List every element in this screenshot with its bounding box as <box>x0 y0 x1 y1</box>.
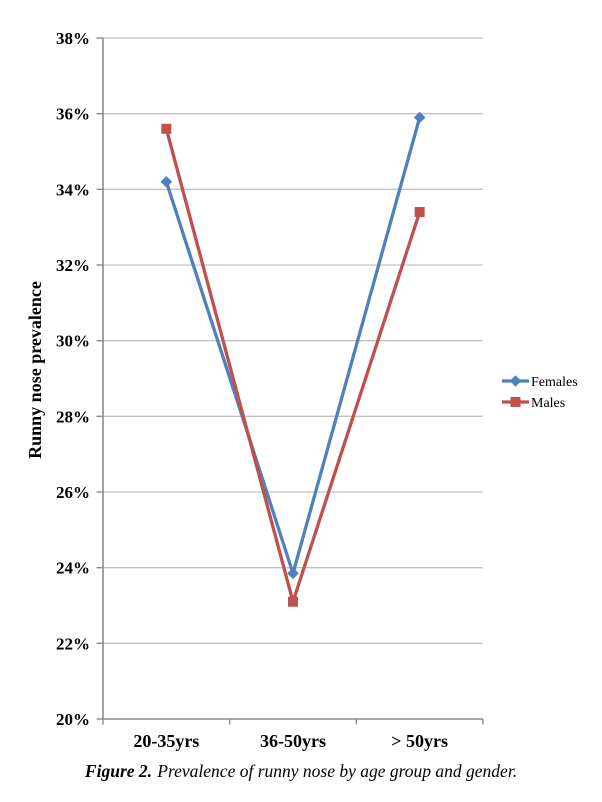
y-tick-label: 22% <box>56 634 90 653</box>
legend-label-males: Males <box>531 396 565 411</box>
legend-label-females: Females <box>531 375 578 390</box>
figure-caption-text: Prevalence of runny nose by age group an… <box>157 761 518 781</box>
figure-caption: Figure 2. Prevalence of runny nose by age… <box>0 758 602 784</box>
data-point-marker-males <box>161 123 172 134</box>
legend-marker-males <box>510 397 521 407</box>
y-tick-label: 20% <box>56 710 90 729</box>
data-point-marker-males <box>288 596 298 607</box>
y-tick-label: 36% <box>56 105 90 124</box>
chart-plot-area: 20% 22% 24% 26% 28% 30% 32% 34% 36% 38% 20-35yrs 36… <box>56 29 578 751</box>
line-chart: 20% 22% 24% 26% 28% 30% 32% 34% 36% 38% 20-35yrs 36… <box>25 29 578 751</box>
y-axis-title: Runny nose prevalence <box>25 281 45 459</box>
x-category-label: 20-35yrs <box>133 731 199 751</box>
series-line-females <box>164 115 422 575</box>
data-point-marker-females <box>413 111 426 124</box>
y-tick-label: 38% <box>56 29 90 48</box>
data-point-marker-females <box>160 175 173 188</box>
figure-caption-label: Figure 2. <box>84 761 153 781</box>
series-line-males <box>164 127 422 604</box>
legend-marker-females <box>509 375 522 387</box>
data-point-marker-females <box>287 567 299 580</box>
x-category-label: > 50yrs <box>391 731 448 751</box>
y-tick-label: 34% <box>56 180 90 199</box>
y-tick-label: 24% <box>56 559 90 578</box>
y-tick-label: 30% <box>56 332 90 351</box>
y-tick-label: 26% <box>56 483 90 502</box>
y-tick-label: 32% <box>56 256 90 275</box>
data-point-marker-males <box>414 207 425 218</box>
y-tick-label: 28% <box>56 407 90 426</box>
x-category-label: 36-50yrs <box>260 731 326 751</box>
